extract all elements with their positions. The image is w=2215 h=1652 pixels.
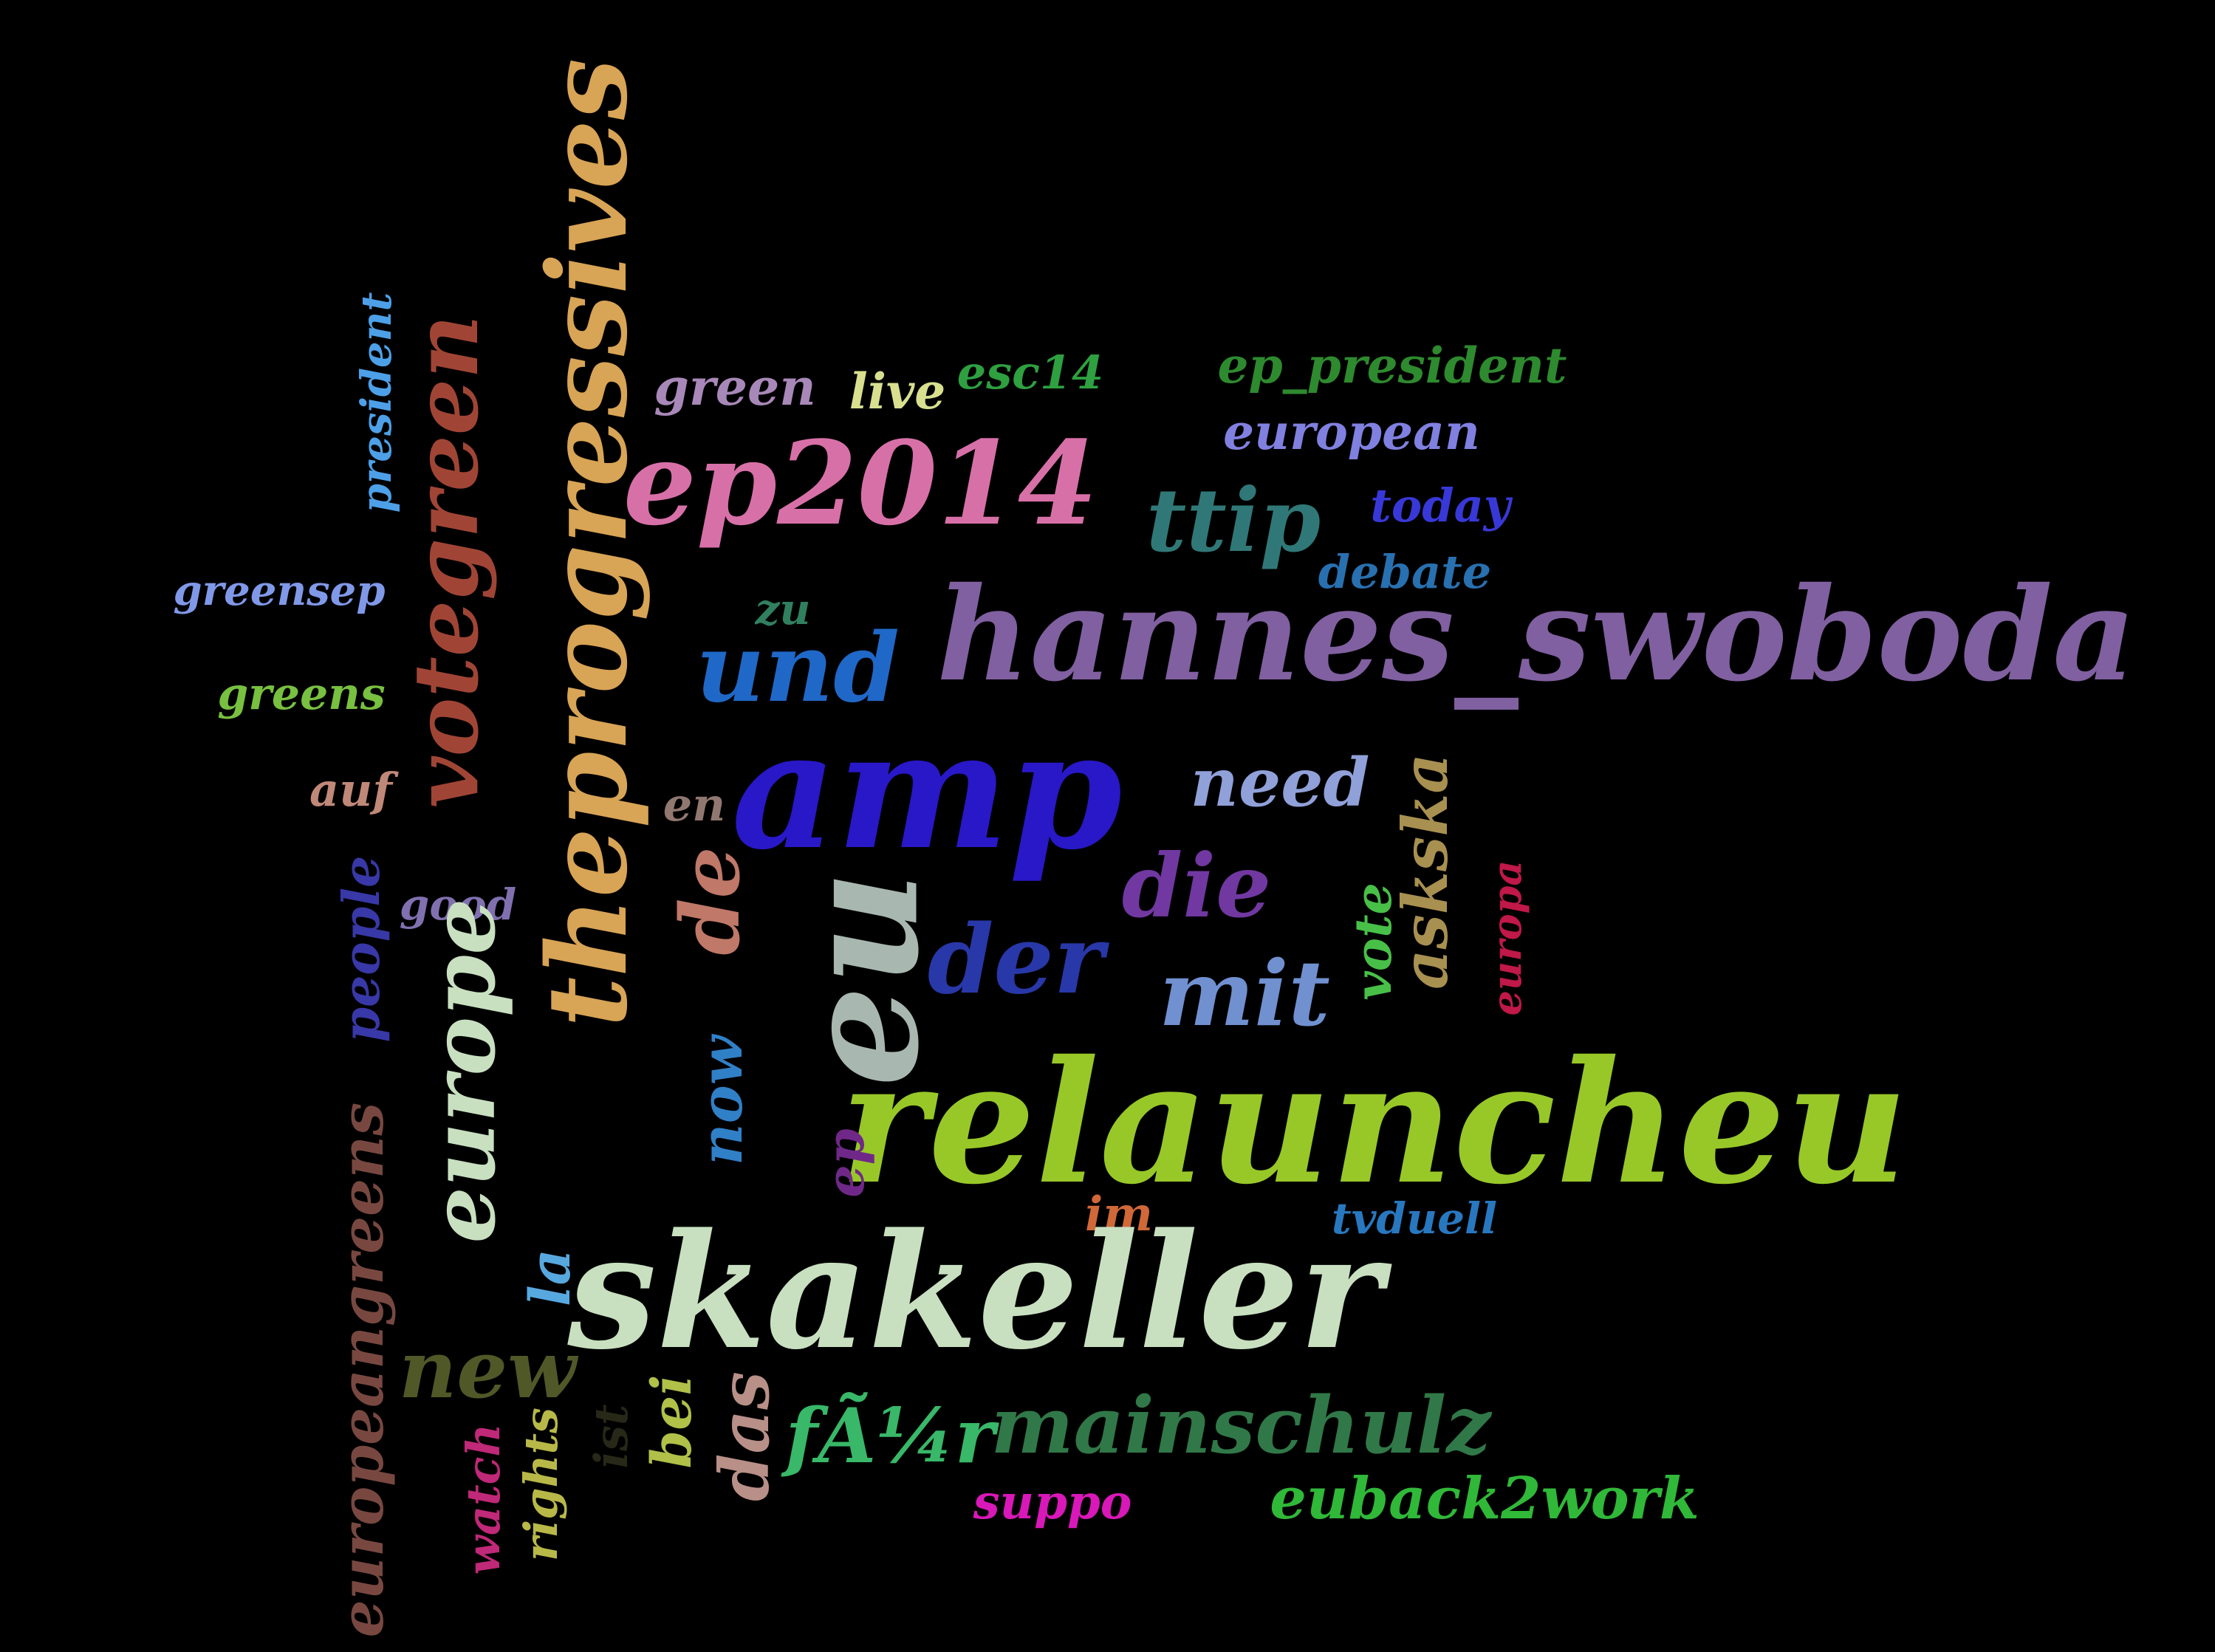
- word-suppo: suppo: [973, 1475, 1132, 1530]
- word-auf: auf: [309, 763, 392, 817]
- word-vote: vote: [1344, 882, 1403, 1001]
- word-good: good: [399, 880, 517, 930]
- word-now: now: [688, 1035, 756, 1165]
- word-hannes-swoboda: hannes_swoboda: [937, 560, 2136, 710]
- word-live: live: [849, 363, 946, 420]
- word-greens: greens: [217, 668, 386, 720]
- word-europe: europe: [411, 898, 516, 1244]
- word-mit: mit: [1159, 940, 1330, 1046]
- word-fuer: fÃ¼r: [785, 1392, 995, 1481]
- word-european: european: [1223, 403, 1480, 461]
- word-de: de: [663, 846, 758, 956]
- word-tvduell: tvduell: [1331, 1193, 1498, 1244]
- word-people: people: [332, 855, 391, 1043]
- word-need: need: [1190, 744, 1370, 822]
- word-euback2work: euback2work: [1270, 1465, 1699, 1532]
- word-mainschulz: mainschulz: [990, 1379, 1491, 1471]
- word-das: das: [705, 1371, 784, 1501]
- word-europeangreens: europeangreens: [327, 1102, 397, 1638]
- word-der: der: [927, 905, 1104, 1015]
- word-green: green: [654, 358, 816, 417]
- word-und: und: [696, 613, 900, 724]
- word-ep-president: ep_president: [1217, 337, 1567, 394]
- word-en: en: [663, 778, 726, 832]
- word-askska: askska: [1389, 753, 1462, 990]
- word-europa: europa: [1483, 860, 1530, 1016]
- word-rights: rights: [514, 1407, 568, 1562]
- word-watch: watch: [456, 1423, 510, 1575]
- word-ist: ist: [584, 1404, 638, 1469]
- word-votegreen: votegreen: [394, 314, 499, 809]
- word-zu: zu: [755, 584, 811, 634]
- word-im: im: [1084, 1187, 1154, 1242]
- word-esc14: esc14: [956, 346, 1104, 400]
- word-skakeller: skakeller: [567, 1199, 1383, 1385]
- word-die: die: [1121, 834, 1272, 937]
- word-ep: ep: [815, 1128, 876, 1198]
- word-debate: debate: [1318, 545, 1492, 599]
- word-amp: amp: [731, 694, 1123, 885]
- word-greensep: greensep: [173, 566, 386, 615]
- word-new: new: [398, 1323, 577, 1416]
- word-president: president: [352, 292, 401, 513]
- word-ep2014: ep2014: [623, 416, 1098, 551]
- word-relauncheu: relauncheu: [839, 1024, 1908, 1221]
- word-today: today: [1370, 479, 1510, 532]
- word-ttip: ttip: [1146, 469, 1321, 572]
- word-bei: bei: [640, 1374, 704, 1469]
